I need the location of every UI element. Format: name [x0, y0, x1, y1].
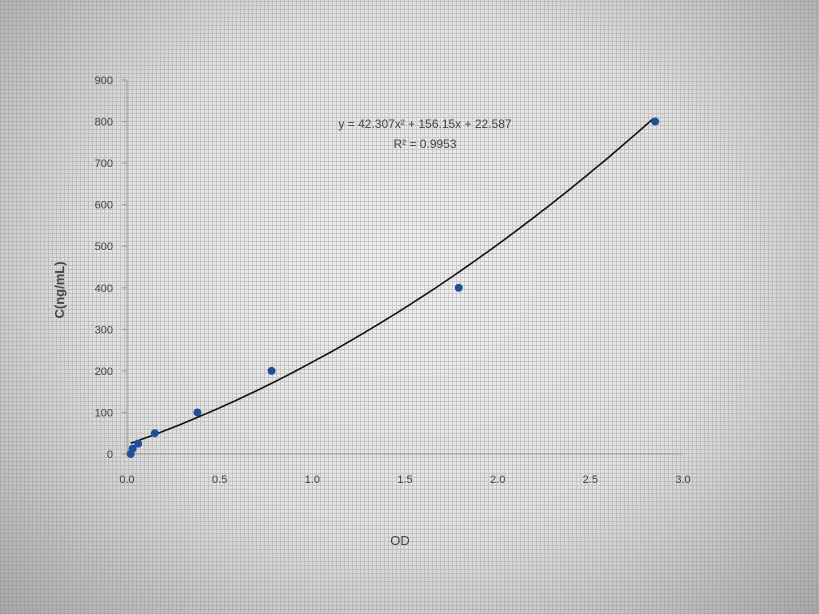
x-tick-label: 1.5: [397, 474, 412, 486]
x-tick-label: 2.5: [583, 474, 598, 486]
y-tick-label: 500: [95, 241, 113, 253]
y-axis-ticks: 0 100 200 300 400 500 600 700 800 900: [95, 75, 127, 461]
y-tick-label: 900: [95, 75, 113, 87]
x-tick-label: 0.5: [212, 474, 227, 486]
data-points: [126, 117, 660, 458]
x-tick-label: 1.0: [305, 474, 320, 486]
y-tick-label: 100: [95, 407, 113, 419]
data-point: [150, 429, 159, 438]
trendline: [130, 117, 654, 445]
x-tick-label: 3.0: [675, 474, 690, 486]
y-tick-label: 800: [95, 117, 113, 129]
data-point: [267, 366, 276, 375]
y-tick-label: 300: [95, 324, 113, 336]
y-tick-label: 0: [107, 449, 113, 461]
data-point: [193, 408, 202, 417]
data-point: [454, 283, 463, 292]
y-axis-label: C(ng/mL): [52, 261, 67, 318]
data-point: [651, 117, 660, 126]
trendline-equation: y = 42.307x² + 156.15x + 22.587: [338, 117, 511, 131]
y-tick-label: 200: [95, 366, 113, 378]
data-point: [134, 439, 143, 448]
x-axis-ticks: 0.0 0.5 1.0 1.5 2.0 2.5 3.0: [119, 474, 690, 486]
x-tick-label: 2.0: [490, 474, 505, 486]
y-tick-label: 600: [95, 200, 113, 212]
x-axis-label: OD: [390, 533, 410, 548]
data-point: [128, 444, 137, 453]
x-tick-label: 0.0: [119, 474, 134, 486]
y-tick-label: 400: [95, 283, 113, 295]
y-tick-label: 700: [95, 158, 113, 170]
r-squared: R² = 0.9953: [393, 137, 456, 151]
